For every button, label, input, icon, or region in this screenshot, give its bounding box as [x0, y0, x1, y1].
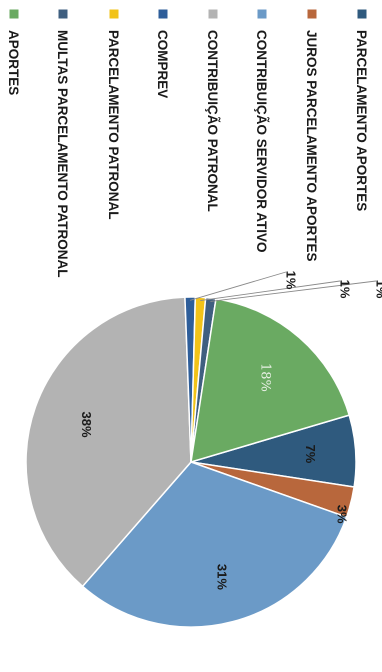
data-label-1: 7%	[303, 445, 318, 464]
chart-legend: PARCELAMENTO APORTES JUROS PARCELAMENTO A…	[6, 9, 369, 277]
legend-swatch-8	[9, 9, 19, 19]
data-label-2: 3%	[335, 505, 350, 524]
legend-label-7: MULTAS PARCELAMENTO PATRONAL	[55, 30, 70, 277]
data-labels: 7% 3% 31% 38% 1% 1% 1% 18%	[79, 271, 382, 591]
data-label-5: 1%	[284, 271, 299, 290]
legend-label-1: PARCELAMENTO APORTES	[354, 30, 369, 211]
legend-swatch-6	[109, 9, 119, 19]
legend-swatch-1	[357, 9, 367, 19]
leader-line-6	[200, 280, 341, 302]
data-label-7: 1%	[374, 280, 382, 299]
legend-label-4: CONTRIBUIÇÃO PATRONAL	[205, 30, 220, 212]
legend-swatch-5	[158, 9, 168, 19]
legend-label-6: PARCELAMENTO PATRONAL	[106, 30, 121, 220]
leader-line-7	[210, 280, 377, 302]
legend-swatch-2	[307, 9, 317, 19]
legend-label-3: CONTRIBUIÇÃO SERVIDOR ATIVO	[254, 30, 269, 253]
legend-swatch-7	[58, 9, 68, 19]
data-label-4: 38%	[79, 412, 94, 438]
legend-label-2: JUROS PARCELAMENTO APORTES	[304, 30, 319, 262]
data-label-3: 31%	[215, 564, 230, 590]
legend-label-8: APORTES	[6, 30, 21, 95]
leader-lines	[190, 271, 377, 302]
legend-swatch-4	[208, 9, 218, 19]
data-label-8: 18%	[257, 363, 272, 392]
legend-label-5: COMPREV	[155, 30, 170, 98]
leader-line-5	[190, 271, 287, 301]
pie-slice-3	[81, 461, 348, 628]
pie-slice-8	[190, 298, 351, 464]
legend-swatch-3	[257, 9, 267, 19]
data-label-6: 1%	[338, 280, 353, 299]
pie-slice-4	[25, 296, 192, 588]
